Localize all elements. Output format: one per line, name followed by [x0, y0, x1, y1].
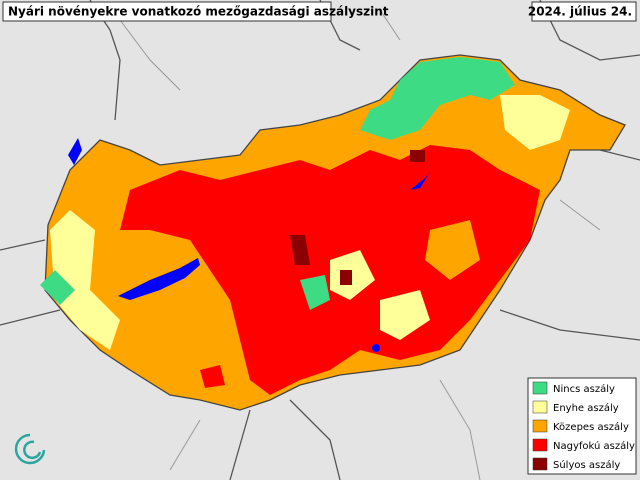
lake: [68, 138, 82, 165]
legend-swatch: [532, 381, 548, 395]
title-frame: [2, 1, 332, 22]
legend-swatch: [532, 419, 548, 433]
legend-label: Közepes aszály: [553, 421, 629, 433]
region: [330, 250, 375, 300]
river-line: [119, 9, 601, 480]
title-box: Nyári növényekre vonatkozó mezőgazdasági…: [2, 1, 389, 22]
lakes: [68, 138, 430, 352]
region: [410, 150, 425, 162]
drought-map: [40, 54, 626, 411]
legend-swatch: [532, 457, 548, 471]
region: [50, 210, 120, 350]
legend-label: Súlyos aszály: [553, 459, 620, 471]
lake: [372, 344, 380, 352]
date-box: 2024. július 24.: [528, 1, 637, 22]
logo: [14, 433, 46, 465]
date-frame: [531, 1, 637, 22]
date: 2024. július 24.: [528, 5, 632, 19]
legend-swatch: [532, 400, 548, 414]
region: [200, 365, 225, 388]
region: [300, 275, 330, 310]
region: [40, 270, 75, 305]
lake: [410, 172, 430, 190]
legend-label: Nagyfokú aszály: [553, 440, 635, 452]
legend-label: Enyhe aszály: [553, 402, 619, 414]
region: [360, 57, 515, 140]
region: [380, 290, 430, 340]
title: Nyári növényekre vonatkozó mezőgazdasági…: [8, 5, 389, 19]
legend-label: Nincs aszály: [553, 383, 615, 395]
logo-arc: [23, 440, 42, 459]
legend: Nincs aszály Enyhe aszály Közepes aszály Na…: [532, 381, 635, 471]
lake: [118, 258, 200, 300]
legend-swatch: [532, 438, 548, 452]
region: [500, 95, 570, 150]
region: [425, 220, 480, 280]
region: [290, 235, 310, 265]
region: [340, 270, 352, 285]
logo-arc: [14, 433, 46, 465]
